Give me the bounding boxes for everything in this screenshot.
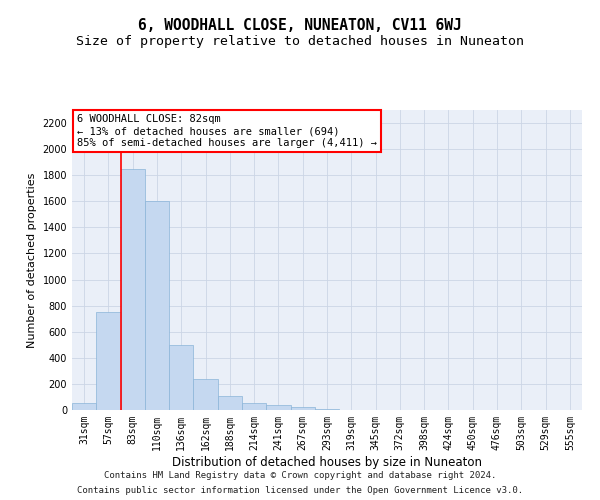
Bar [218, 396, 242, 410]
Text: 6 WOODHALL CLOSE: 82sqm
← 13% of detached houses are smaller (694)
85% of semi-d: 6 WOODHALL CLOSE: 82sqm ← 13% of detache… [77, 114, 377, 148]
Text: Size of property relative to detached houses in Nuneaton: Size of property relative to detached ho… [76, 35, 524, 48]
Bar [242, 403, 266, 410]
Bar [121, 168, 145, 410]
Text: Contains HM Land Registry data © Crown copyright and database right 2024.: Contains HM Land Registry data © Crown c… [104, 471, 496, 480]
Bar [72, 404, 96, 410]
Bar [169, 345, 193, 410]
X-axis label: Distribution of detached houses by size in Nuneaton: Distribution of detached houses by size … [172, 456, 482, 468]
Text: 6, WOODHALL CLOSE, NUNEATON, CV11 6WJ: 6, WOODHALL CLOSE, NUNEATON, CV11 6WJ [138, 18, 462, 32]
Bar [266, 406, 290, 410]
Bar [290, 408, 315, 410]
Y-axis label: Number of detached properties: Number of detached properties [27, 172, 37, 348]
Bar [193, 378, 218, 410]
Text: Contains public sector information licensed under the Open Government Licence v3: Contains public sector information licen… [77, 486, 523, 495]
Bar [145, 202, 169, 410]
Bar [96, 312, 121, 410]
